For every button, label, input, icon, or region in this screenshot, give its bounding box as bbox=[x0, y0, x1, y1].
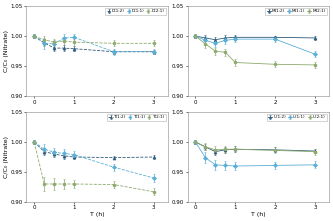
Legend: D(1:2), D(1:1), D(2:1): D(1:2), D(1:1), D(2:1) bbox=[105, 8, 166, 15]
Y-axis label: C/C₀ (Nitrate): C/C₀ (Nitrate) bbox=[4, 30, 9, 72]
Legend: T(1:2), T(1:1), T(2:1): T(1:2), T(1:1), T(2:1) bbox=[107, 114, 166, 121]
X-axis label: T (h): T (h) bbox=[251, 212, 265, 217]
Y-axis label: C/C₀ (Nitrate): C/C₀ (Nitrate) bbox=[4, 136, 9, 178]
Legend: U(1:2), U(1:1), U(2:1): U(1:2), U(1:1), U(2:1) bbox=[267, 114, 327, 121]
X-axis label: T (h): T (h) bbox=[90, 212, 104, 217]
Legend: M(1:2), M(1:1), M(2:1): M(1:2), M(1:1), M(2:1) bbox=[265, 8, 327, 15]
